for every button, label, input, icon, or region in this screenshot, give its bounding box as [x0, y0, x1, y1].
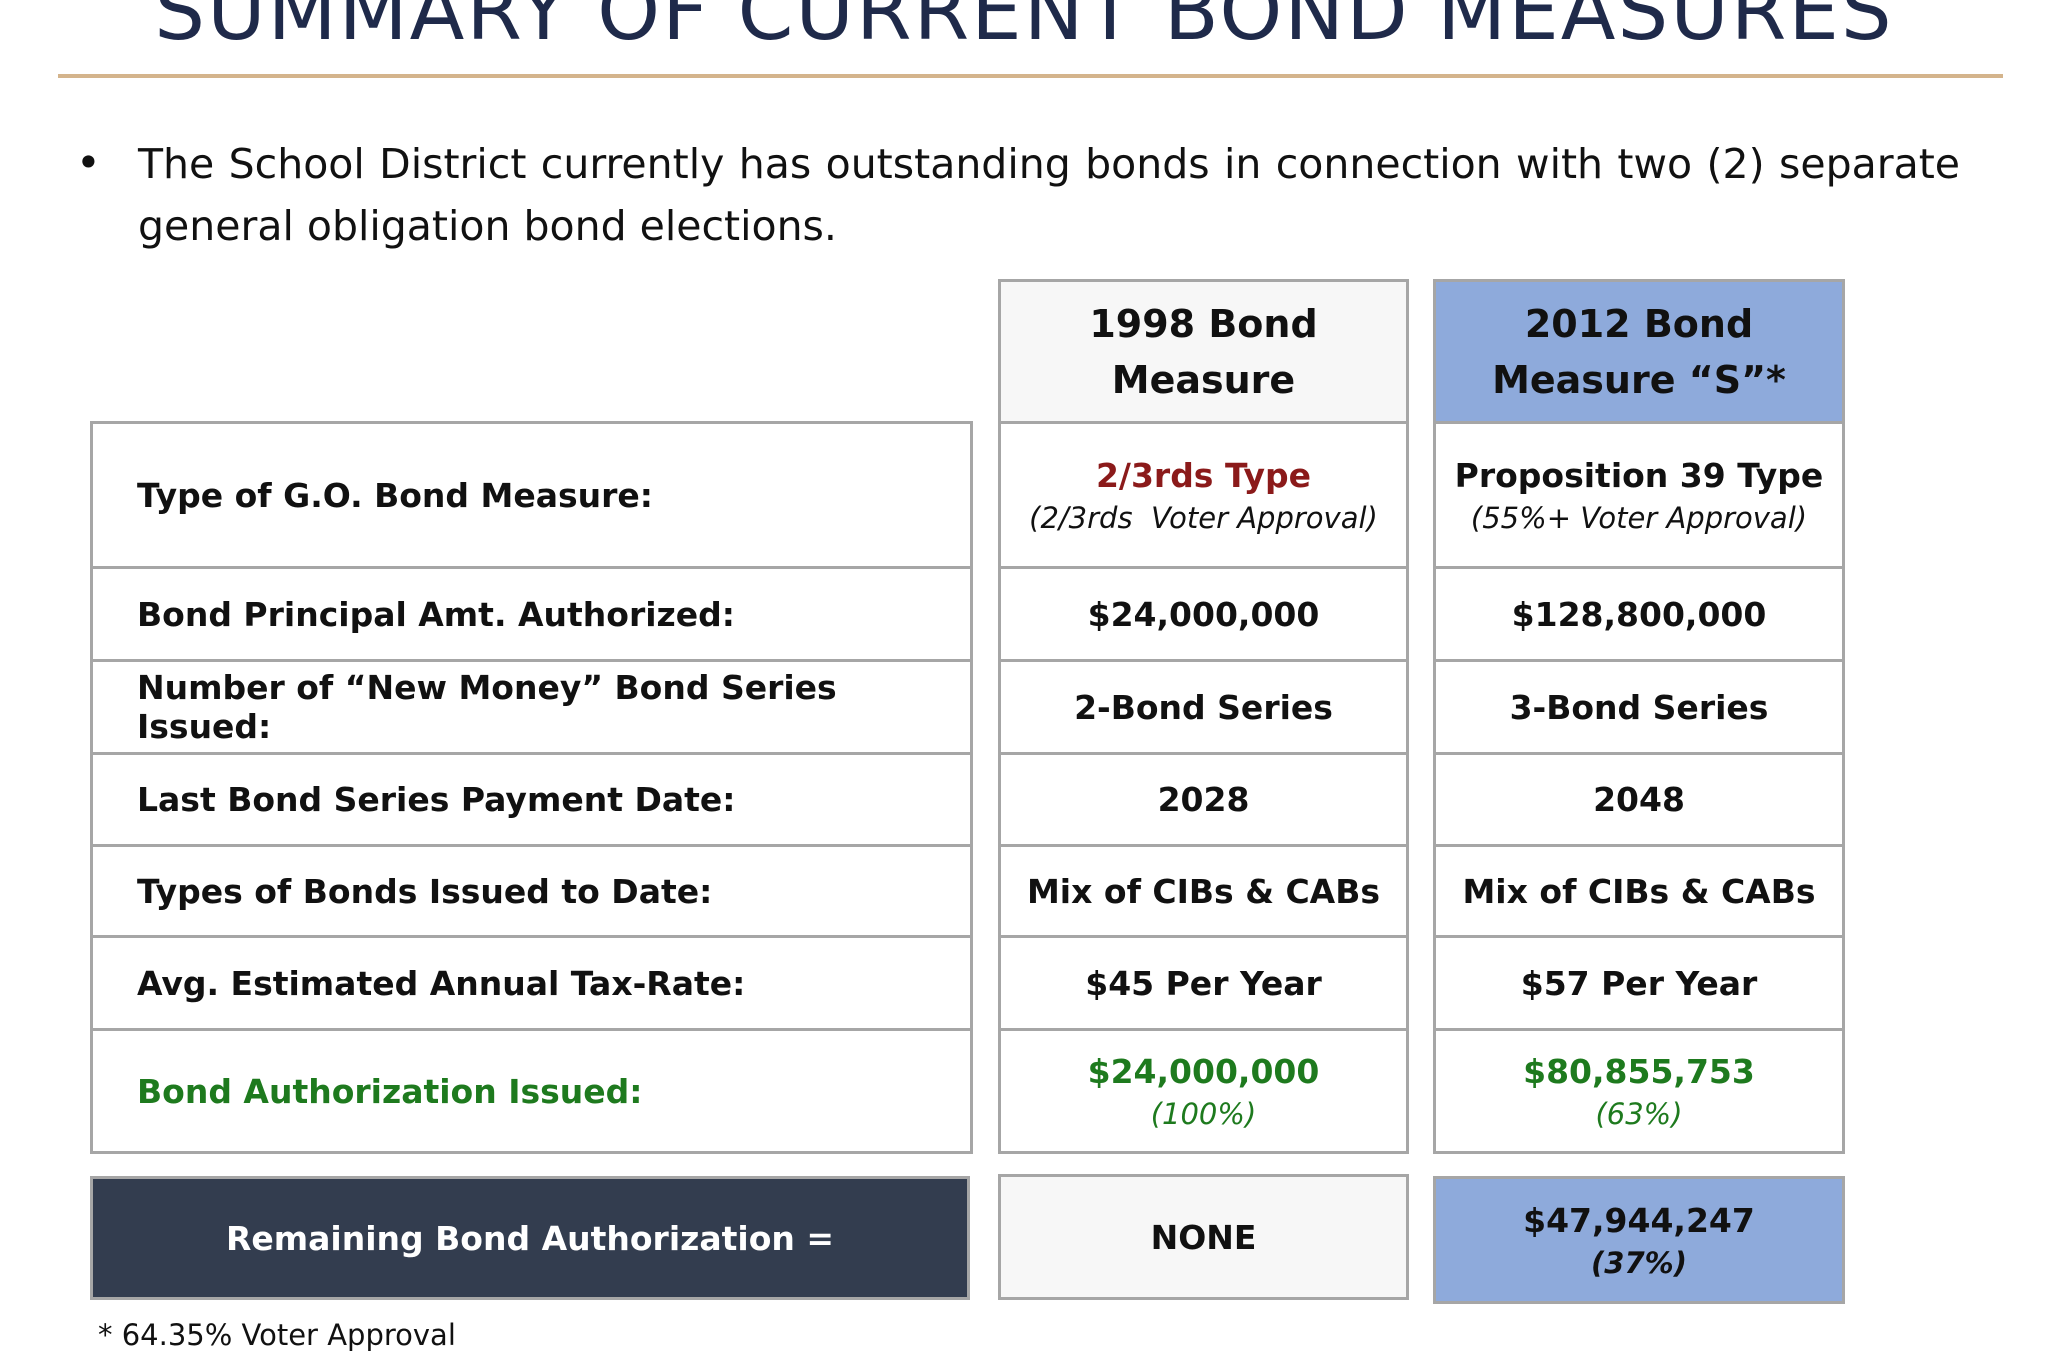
cell: Mix of CIBs & CABs [1001, 847, 1406, 938]
row-label: Type of G.O. Bond Measure: [93, 424, 970, 569]
cell: $57 Per Year [1436, 938, 1842, 1031]
column-1998: 1998 Bond Measure 2/3rds Type (2/3rds Vo… [998, 279, 1409, 1154]
bullet-dot: • [76, 138, 101, 187]
title: SUMMARY OF CURRENT BOND MEASURES [154, 0, 1894, 58]
row-label: Avg. Estimated Annual Tax-Rate: [93, 938, 970, 1031]
column-header: 2012 Bond Measure “S”* [1436, 282, 1842, 424]
row-label: Bond Authorization Issued: [137, 1071, 643, 1111]
cell: $24,000,000 [1001, 569, 1406, 662]
bullet-text: The School District currently has outsta… [138, 140, 1960, 250]
cell: 2-Bond Series [1001, 662, 1406, 755]
row-label: Number of “New Money” Bond Series Issued… [93, 662, 970, 755]
header-line: 1998 Bond [1089, 301, 1318, 346]
cell-sub: (100%) [1150, 1096, 1257, 1131]
cell-main: $24,000,000 [1087, 1051, 1320, 1091]
column-2012: 2012 Bond Measure “S”* Proposition 39 Ty… [1433, 279, 1845, 1154]
cell-main: $80,855,753 [1523, 1051, 1755, 1091]
cell: Proposition 39 Type (55%+ Voter Approval… [1436, 424, 1842, 569]
header-line: Measure “S”* [1492, 357, 1786, 402]
cell-main: 2/3rds Type [1095, 455, 1312, 495]
cell: $45 Per Year [1001, 938, 1406, 1031]
row-label: Bond Principal Amt. Authorized: [93, 569, 970, 662]
cell-main: Proposition 39 Type [1454, 455, 1824, 495]
row-label: Last Bond Series Payment Date: [93, 755, 970, 847]
column-header: 1998 Bond Measure [1001, 282, 1406, 424]
cell-sub: (37%) [1591, 1245, 1687, 1280]
cell-main: $47,944,247 [1523, 1200, 1755, 1240]
remaining-label: Remaining Bond Authorization = [225, 1218, 835, 1258]
row-label: Types of Bonds Issued to Date: [93, 847, 970, 938]
cell: Mix of CIBs & CABs [1436, 847, 1842, 938]
cell: $24,000,000 (100%) [1001, 1031, 1406, 1151]
header-line: Measure [1111, 357, 1296, 402]
remaining-label-box: Remaining Bond Authorization = [90, 1176, 970, 1300]
remaining-2012-box: $47,944,247 (37%) [1433, 1176, 1845, 1304]
cell: 2048 [1436, 755, 1842, 847]
cell: $128,800,000 [1436, 569, 1842, 662]
label-column: Type of G.O. Bond Measure: Bond Principa… [90, 421, 973, 1154]
title-rule [58, 74, 2003, 78]
footnote: * 64.35% Voter Approval [98, 1318, 456, 1352]
cell: $80,855,753 (63%) [1436, 1031, 1842, 1151]
remaining-value: $47,944,247 (37%) [1436, 1179, 1842, 1301]
cell-sub: (55%+ Voter Approval) [1470, 500, 1808, 535]
cell: 3-Bond Series [1436, 662, 1842, 755]
cell: 2028 [1001, 755, 1406, 847]
cell: 2/3rds Type (2/3rds Voter Approval) [1001, 424, 1406, 569]
remaining-1998-box: NONE [998, 1174, 1409, 1300]
cell-sub: (2/3rds Voter Approval) [1029, 500, 1378, 535]
remaining-value: NONE [1150, 1217, 1257, 1257]
cell-sub: (63%) [1595, 1096, 1683, 1131]
header-line: 2012 Bond [1524, 301, 1754, 346]
